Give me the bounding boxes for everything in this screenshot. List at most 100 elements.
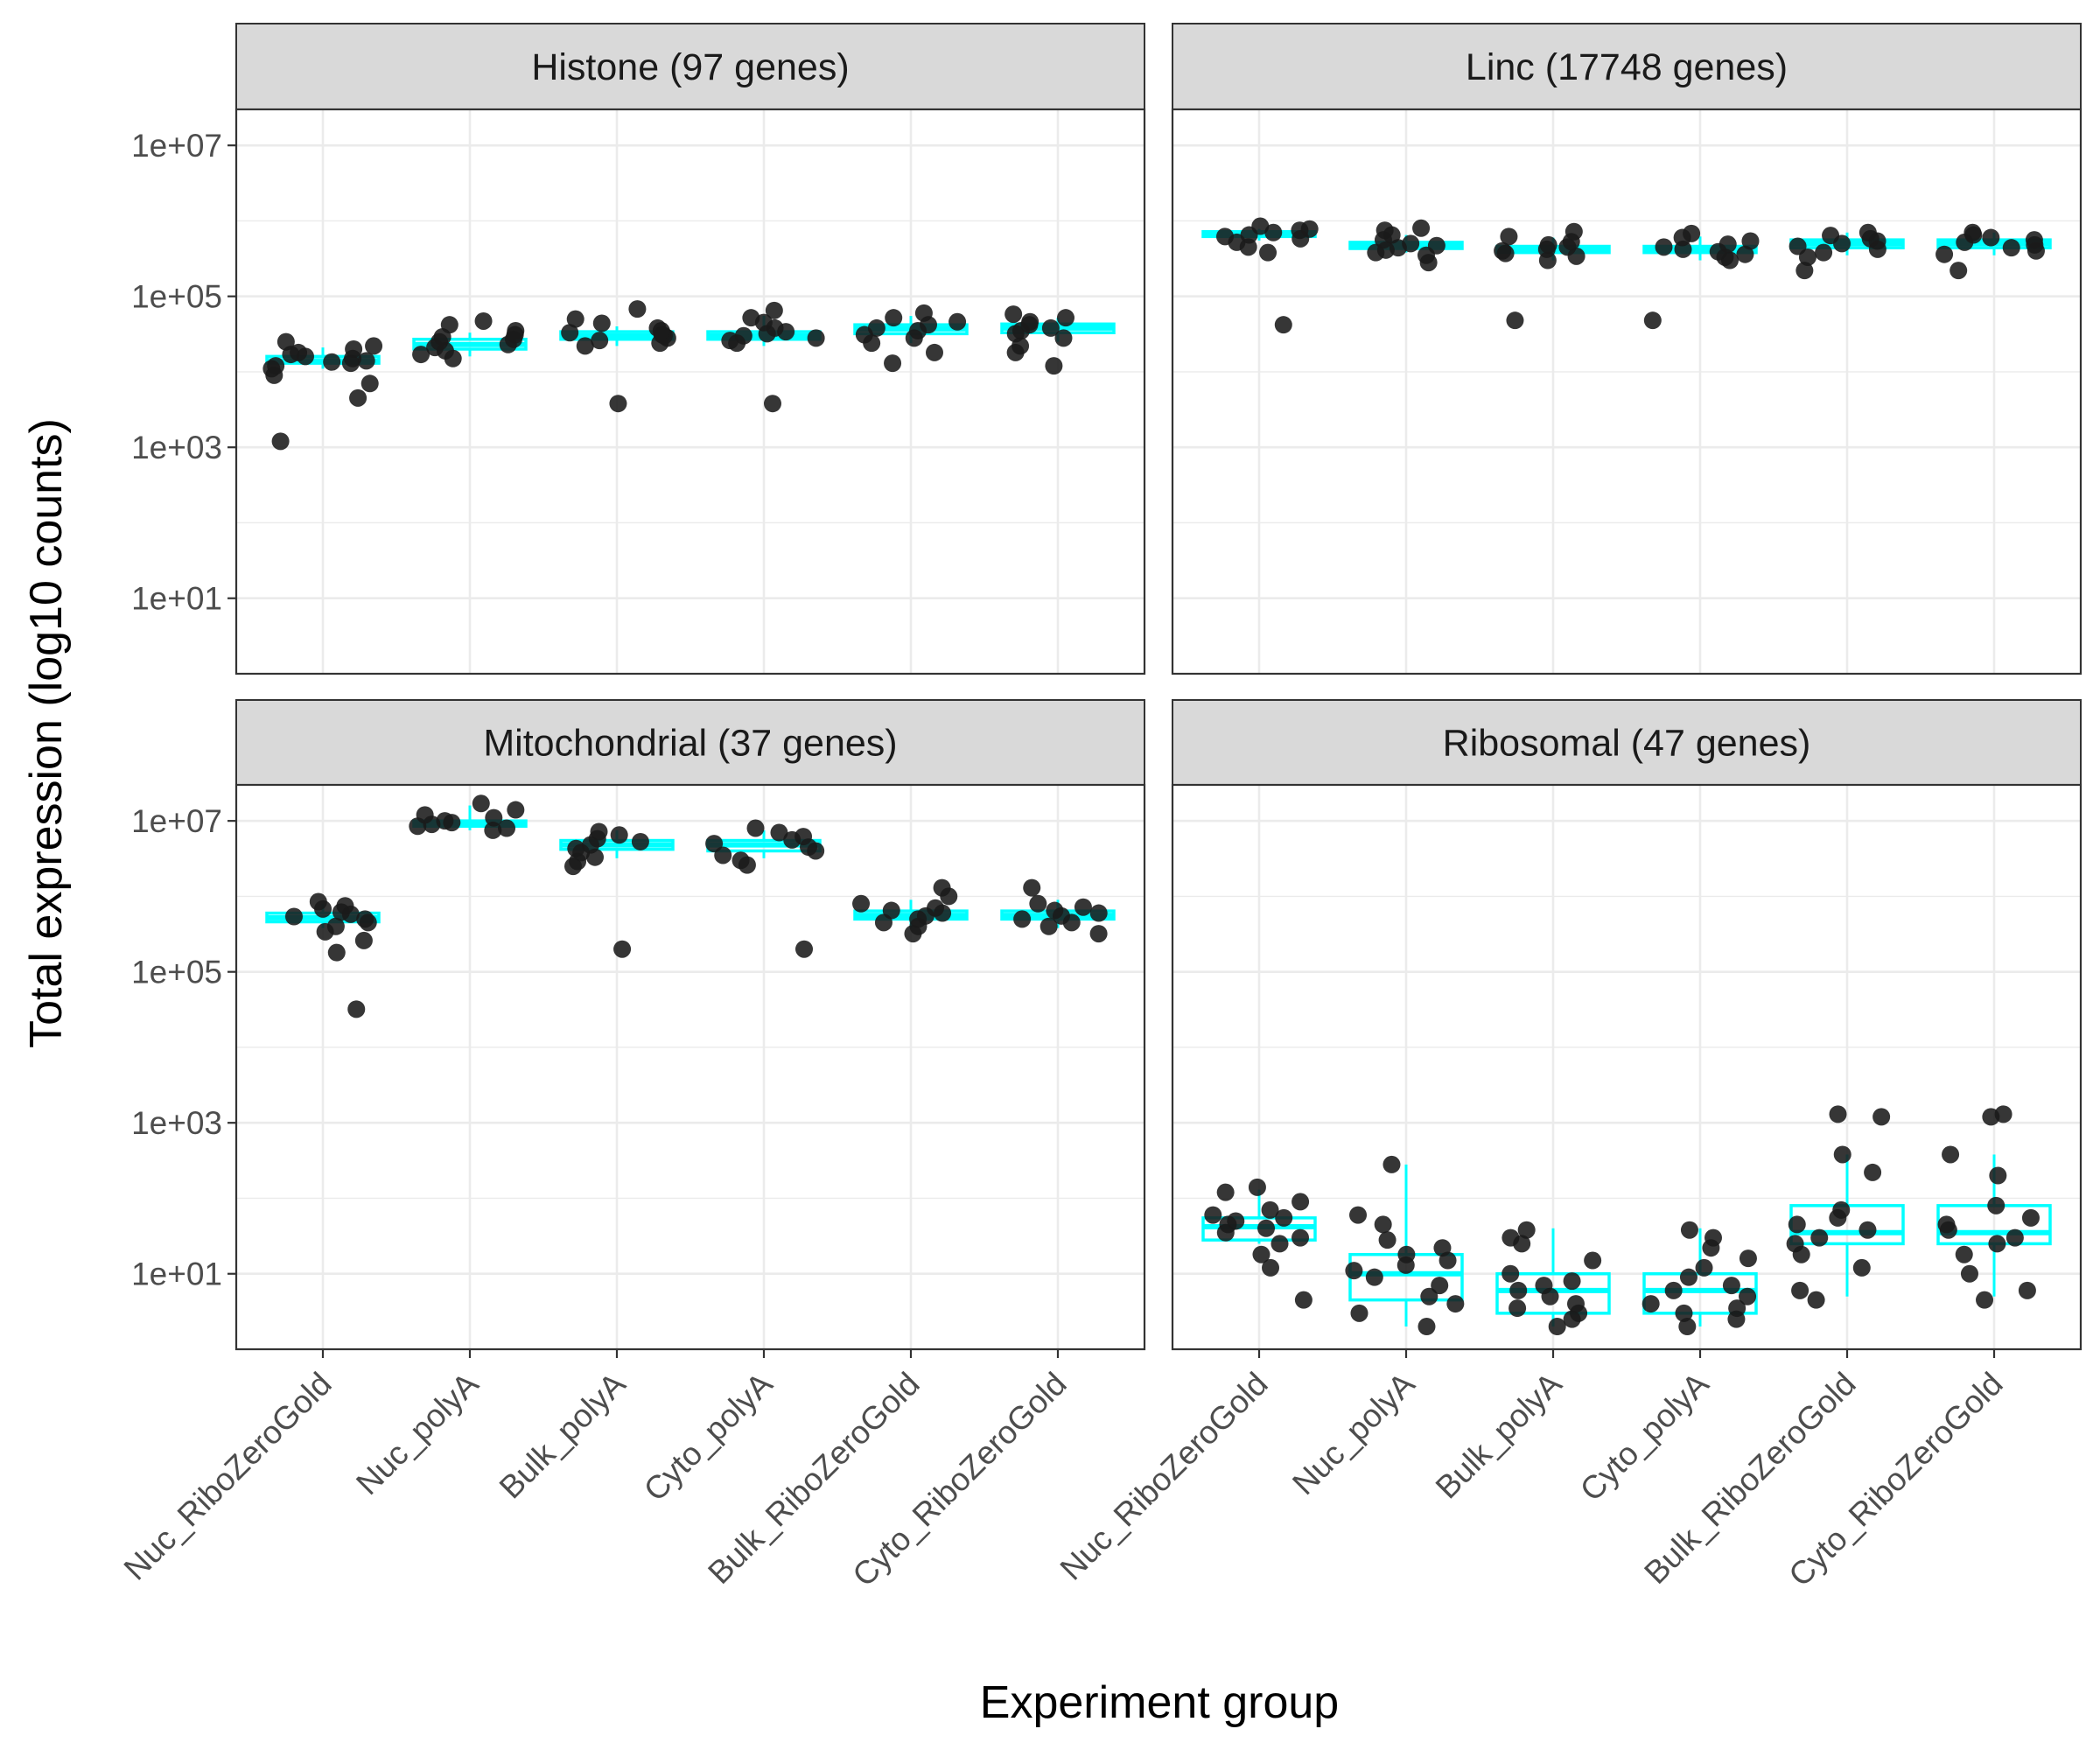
data-point bbox=[561, 324, 579, 342]
x-axis-title: Experiment group bbox=[980, 1677, 1339, 1728]
data-point bbox=[336, 897, 354, 915]
data-point bbox=[347, 1000, 366, 1018]
x-tick-label: Cyto_polyA bbox=[1573, 1365, 1716, 1508]
data-point bbox=[1695, 1258, 1713, 1277]
data-point bbox=[360, 374, 379, 393]
data-point bbox=[885, 309, 903, 327]
panel: Histone (97 genes) 1e+01 1e+03 1e+05 1e+07 bbox=[131, 23, 1146, 676]
data-point bbox=[590, 822, 608, 841]
data-point bbox=[1257, 1219, 1276, 1237]
panel-title: Histone (97 genes) bbox=[531, 46, 849, 88]
data-point bbox=[1832, 1200, 1851, 1219]
data-point bbox=[1987, 1196, 2006, 1214]
data-point bbox=[807, 329, 825, 347]
data-point bbox=[882, 901, 900, 920]
point-group bbox=[1788, 223, 1886, 280]
data-point bbox=[609, 395, 627, 413]
data-point bbox=[1251, 217, 1270, 235]
data-point bbox=[1040, 917, 1058, 935]
data-point bbox=[357, 352, 375, 370]
point-group bbox=[705, 819, 825, 958]
data-point bbox=[284, 907, 303, 926]
data-point bbox=[1950, 262, 1968, 280]
data-point bbox=[1029, 894, 1047, 913]
data-point bbox=[1216, 1183, 1235, 1201]
box-iqr bbox=[1495, 1271, 1611, 1315]
data-point bbox=[1942, 1145, 1960, 1164]
panel-title: Linc (17748 genes) bbox=[1466, 46, 1788, 88]
data-point bbox=[1216, 228, 1235, 246]
point-group bbox=[1502, 1221, 1602, 1336]
data-point bbox=[1502, 1228, 1520, 1247]
data-point bbox=[507, 322, 525, 340]
data-point bbox=[1739, 1287, 1757, 1306]
point-group bbox=[1345, 1155, 1465, 1336]
data-point bbox=[1791, 1281, 1810, 1299]
point-group bbox=[852, 878, 958, 943]
x-tick-label: Nuc_RiboZeroGold bbox=[1054, 1366, 1275, 1587]
data-point bbox=[1089, 925, 1108, 943]
data-point bbox=[1402, 234, 1420, 253]
data-point bbox=[1535, 1277, 1553, 1295]
data-point bbox=[925, 343, 943, 361]
data-point bbox=[1365, 1268, 1383, 1286]
data-point bbox=[567, 839, 585, 858]
data-point bbox=[591, 332, 609, 350]
data-point bbox=[1680, 1221, 1698, 1239]
data-point bbox=[1252, 1245, 1270, 1264]
data-point bbox=[1994, 1105, 2012, 1124]
data-point bbox=[1822, 227, 1840, 245]
data-point bbox=[1431, 1277, 1449, 1295]
data-point bbox=[1376, 221, 1394, 240]
point-group bbox=[262, 332, 383, 451]
data-point bbox=[356, 910, 374, 928]
data-point bbox=[1446, 1295, 1465, 1313]
data-point bbox=[354, 931, 373, 949]
data-point bbox=[1655, 238, 1673, 256]
data-point bbox=[1728, 1299, 1746, 1318]
data-point bbox=[732, 851, 750, 870]
y-tick-label: 1e+01 bbox=[131, 1256, 222, 1292]
data-point bbox=[1964, 223, 1982, 242]
data-point bbox=[323, 353, 341, 371]
data-point bbox=[1508, 1299, 1527, 1318]
data-point bbox=[472, 794, 490, 813]
data-point bbox=[2025, 231, 2043, 249]
data-point bbox=[1864, 1163, 1882, 1181]
data-point bbox=[484, 821, 502, 839]
data-point bbox=[1374, 1215, 1392, 1234]
data-point bbox=[1736, 245, 1754, 263]
data-point bbox=[440, 316, 458, 334]
panel-strip bbox=[235, 23, 1145, 110]
panel-border bbox=[1171, 108, 2082, 676]
y-tick-label: 1e+03 bbox=[131, 1105, 222, 1141]
data-point bbox=[1412, 219, 1431, 237]
data-point bbox=[267, 357, 285, 375]
panel-strip bbox=[1172, 699, 2082, 786]
data-point bbox=[1664, 1281, 1683, 1299]
data-point bbox=[1261, 1200, 1279, 1219]
data-point bbox=[1683, 224, 1701, 242]
data-point bbox=[1807, 1291, 1825, 1309]
data-point bbox=[576, 337, 594, 355]
data-point bbox=[1810, 1228, 1829, 1247]
data-point bbox=[290, 343, 308, 361]
data-point bbox=[1294, 1291, 1312, 1309]
panel-title: Ribosomal (47 genes) bbox=[1443, 723, 1811, 765]
data-point bbox=[765, 301, 783, 319]
data-point bbox=[1679, 1268, 1698, 1286]
data-point bbox=[1274, 316, 1292, 334]
panel-border bbox=[1171, 783, 2082, 1351]
data-point bbox=[1584, 1251, 1602, 1270]
data-point bbox=[1704, 1228, 1722, 1247]
data-point bbox=[1643, 312, 1662, 330]
data-point bbox=[485, 808, 503, 827]
point-group bbox=[1494, 222, 1586, 330]
data-point bbox=[1054, 329, 1073, 347]
x-tick-label: Nuc_polyA bbox=[1285, 1365, 1422, 1502]
data-point bbox=[1275, 1208, 1293, 1227]
y-tick-label: 1e+05 bbox=[131, 279, 222, 315]
data-point bbox=[1382, 1155, 1401, 1173]
data-point bbox=[566, 310, 584, 328]
data-point bbox=[1937, 1215, 1956, 1234]
